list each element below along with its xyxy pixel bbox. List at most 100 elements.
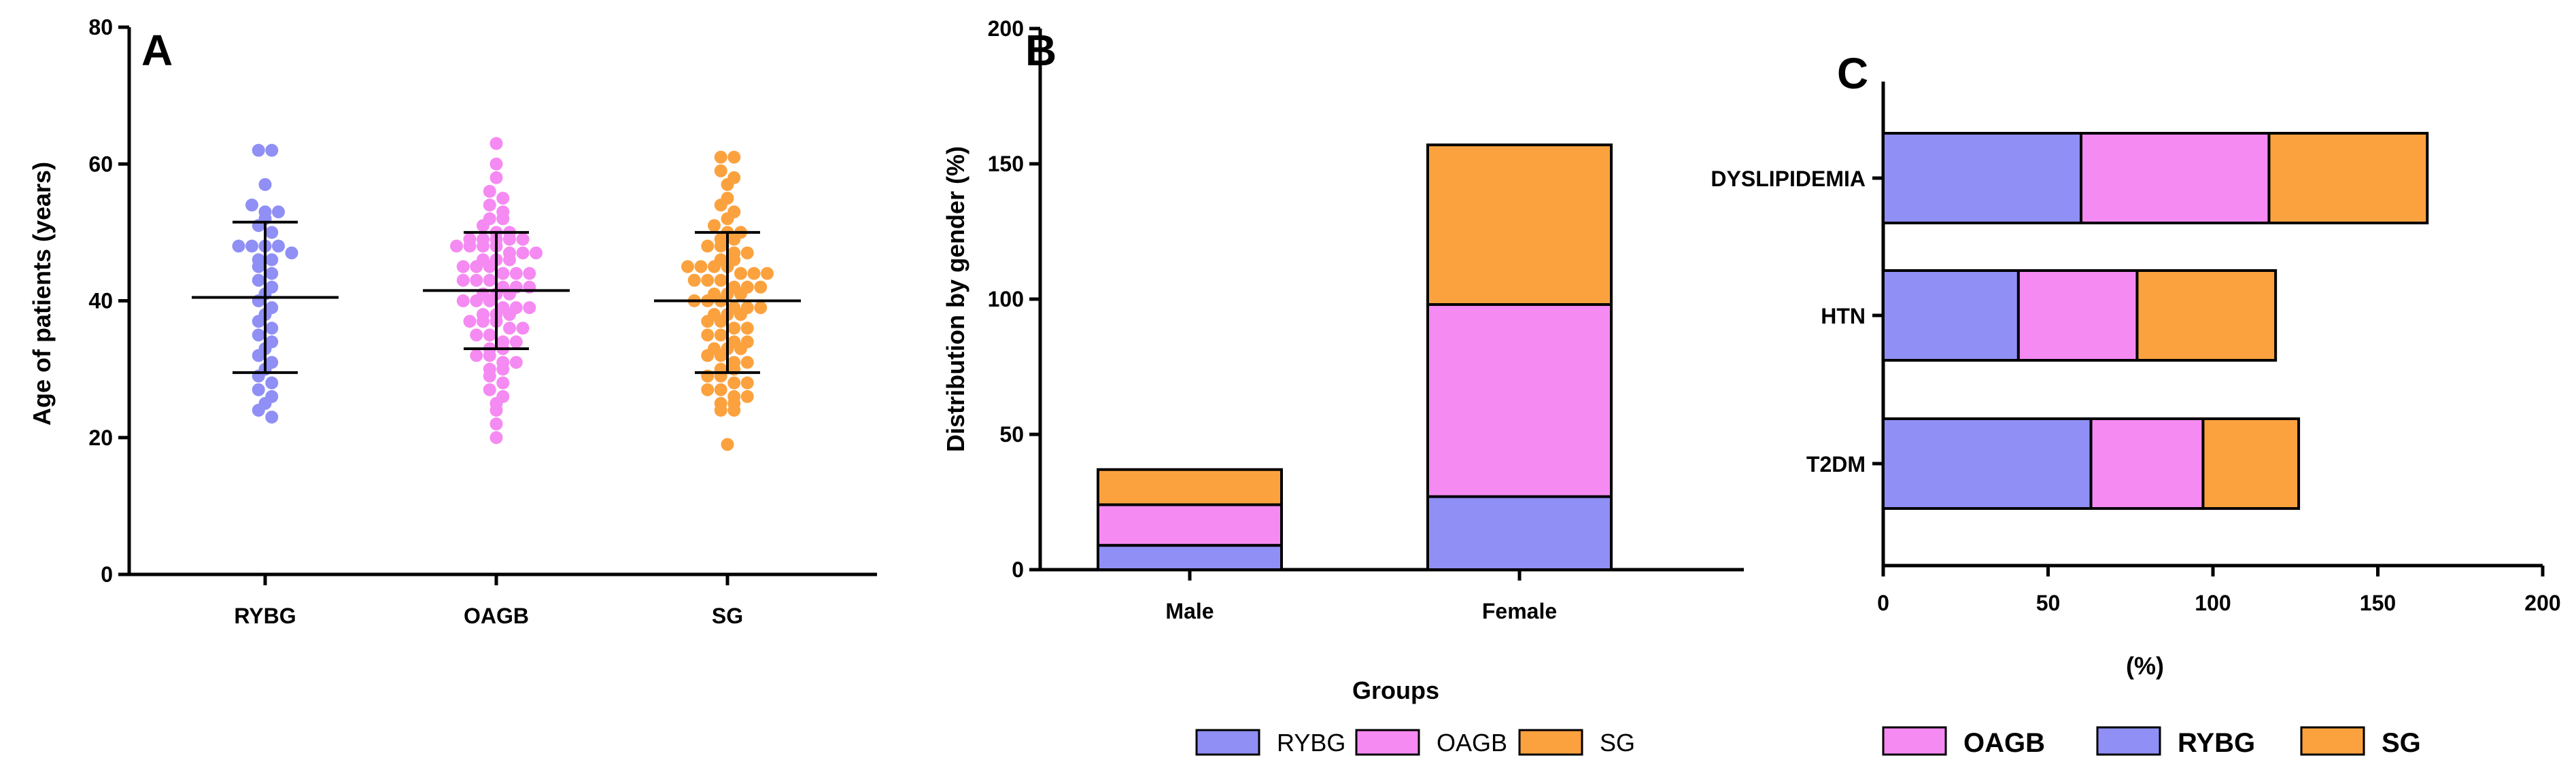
panel-a-point-sg — [714, 383, 727, 396]
panel-a-point-rybg — [265, 266, 279, 280]
panel-a-point-sg — [681, 260, 694, 273]
panel-b-ytick-label: 50 — [999, 422, 1024, 447]
panel-a-ytick-label: 60 — [88, 152, 113, 176]
panel-a-point-sg — [701, 349, 715, 362]
panel-a-point-rybg — [265, 376, 279, 390]
panel-c-bar-t2dm-rybg — [1882, 417, 2093, 510]
panel-b-bar-female-oagb — [1426, 303, 1613, 498]
panel-c-ytick-label: DYSLIPIDEMIA — [1711, 167, 1866, 191]
panel-a-point-rybg — [252, 383, 265, 396]
panel-a-point-oagb — [470, 349, 483, 362]
panel-a-point-oagb — [470, 328, 483, 342]
panel-c-legend-label: SG — [2382, 728, 2421, 758]
panel-b-gender-bars: B Distribution by gender (%) Groups 0501… — [942, 16, 1744, 757]
panel-a-point-oagb — [503, 232, 516, 246]
panel-a-point-rybg — [265, 411, 279, 424]
panel-a-point-sg — [734, 342, 747, 356]
panel-b-bar-female-rybg — [1426, 495, 1613, 571]
panel-a-point-oagb — [516, 322, 530, 335]
panel-a-point-rybg — [252, 349, 265, 362]
panel-a-point-sg — [714, 349, 727, 362]
panel-a-point-sg — [727, 404, 741, 417]
panel-b-legend-label: SG — [1600, 729, 1635, 757]
panel-b-bar-male-oagb — [1097, 503, 1283, 547]
panel-a-point-oagb — [490, 157, 503, 171]
panel-a-point-sg — [701, 273, 715, 287]
panel-b-legend-swatch-oagb — [1355, 729, 1420, 756]
panel-a-point-rybg — [272, 205, 285, 219]
panel-b-legend-swatch-rybg — [1195, 729, 1260, 756]
panel-a-point-sg — [714, 315, 727, 328]
panel-a-point-oagb — [490, 171, 503, 184]
panel-c-ytick-label: T2DM — [1806, 452, 1866, 477]
panel-a-point-rybg — [232, 239, 245, 253]
panel-a-point-sg — [727, 322, 741, 335]
panel-a-ylabel: Age of patients (years) — [28, 162, 56, 426]
panel-a-point-sg — [714, 273, 727, 287]
panel-a-point-oagb — [503, 308, 516, 322]
panel-a-point-sg — [754, 301, 768, 315]
panel-b-bar-male-sg — [1097, 468, 1283, 506]
panel-a-point-oagb — [470, 260, 483, 273]
panel-c-bar-dyslipidemia-sg — [2267, 132, 2429, 224]
panel-a-point-rybg — [252, 328, 265, 342]
panel-a-point-sg — [714, 404, 727, 417]
panel-a-point-sg — [701, 239, 715, 253]
panel-c-ytick-label: HTN — [1821, 304, 1866, 328]
panel-a-point-oagb — [483, 349, 496, 362]
panel-a-point-oagb — [483, 260, 496, 273]
panel-b-legend-swatch-sg — [1518, 729, 1583, 756]
panel-a-point-oagb — [463, 239, 477, 253]
panel-a-point-sg — [694, 260, 708, 273]
panel-a-point-sg — [714, 198, 727, 212]
panel-a-point-sg — [721, 438, 734, 451]
panel-a-point-sg — [727, 232, 741, 246]
panel-a-point-oagb — [470, 294, 483, 307]
panel-a-point-oagb — [509, 356, 523, 369]
panel-a-point-sg — [708, 260, 721, 273]
panel-a-point-rybg — [252, 143, 265, 157]
panel-a-point-oagb — [503, 253, 516, 266]
panel-a-xtick-label: RYBG — [234, 604, 296, 628]
panel-b-ytick-label: 100 — [988, 287, 1024, 311]
panel-a-point-oagb — [483, 369, 496, 383]
panel-a-point-sg — [721, 212, 734, 226]
panel-a-xtick-label: SG — [712, 604, 743, 628]
panel-a-point-oagb — [456, 260, 470, 273]
panel-c-xtick-label: 150 — [2360, 591, 2396, 615]
panel-a-point-rybg — [245, 239, 258, 253]
panel-a-point-sg — [714, 164, 727, 177]
panel-a-point-sg — [714, 150, 727, 164]
panel-a-point-rybg — [252, 404, 265, 417]
panel-a-point-oagb — [456, 273, 470, 287]
panel-c-bar-dyslipidemia-oagb — [2080, 132, 2271, 224]
panel-b-ytick-label: 0 — [1012, 557, 1024, 582]
panel-a-point-rybg — [265, 253, 279, 266]
panel-a-point-rybg — [252, 260, 265, 273]
panel-a-ytick-label: 0 — [101, 562, 113, 587]
panel-a-point-oagb — [516, 246, 530, 260]
panel-a-point-sg — [701, 328, 715, 342]
panel-c-legend-label: OAGB — [1963, 728, 2045, 758]
panel-a-point-sg — [727, 376, 741, 390]
panel-a-ytick-label: 20 — [88, 426, 113, 450]
panel-c-legend-swatch-oagb — [1882, 726, 1947, 756]
panel-a-point-oagb — [483, 185, 496, 198]
panel-a-point-oagb — [523, 266, 536, 280]
panel-a-point-oagb — [483, 294, 496, 307]
panel-b-ytick-label: 200 — [988, 16, 1024, 41]
panel-c-xtick-label: 0 — [1877, 591, 1889, 615]
panel-a-point-oagb — [483, 198, 496, 212]
panel-a-point-sg — [734, 287, 747, 300]
panel-b-ytick-label: 150 — [988, 152, 1024, 176]
panel-b-legend: RYBG OAGB SG — [1195, 729, 1635, 757]
panel-a-point-sg — [740, 322, 754, 335]
panel-a-point-rybg — [258, 177, 272, 191]
panel-a-point-oagb — [470, 273, 483, 287]
panel-a-point-sg — [701, 383, 715, 396]
panel-a-point-oagb — [496, 192, 510, 205]
panel-a-point-rybg — [252, 315, 265, 328]
panel-c-legend-label: RYBG — [2178, 728, 2255, 758]
panel-c-xtick-label: 50 — [2036, 591, 2061, 615]
panel-a-point-oagb — [450, 239, 463, 253]
